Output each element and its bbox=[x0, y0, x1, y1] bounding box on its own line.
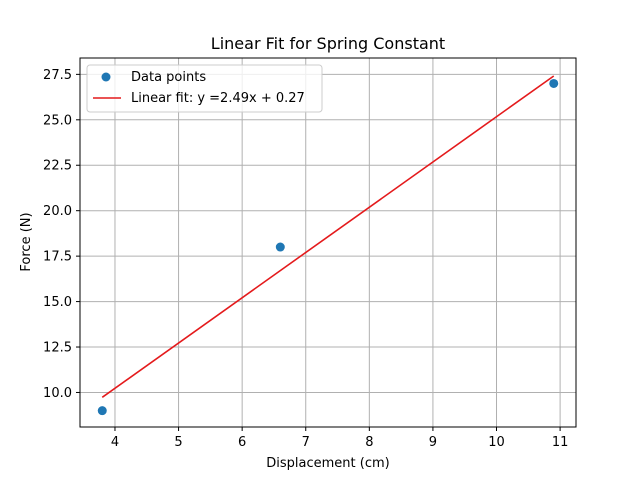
y-tick-label: 22.5 bbox=[43, 159, 72, 174]
x-tick-label: 6 bbox=[238, 435, 246, 450]
y-tick-label: 10.0 bbox=[43, 386, 72, 401]
y-tick-label: 12.5 bbox=[43, 341, 72, 356]
plot-frame bbox=[79, 57, 577, 428]
chart-title: Linear Fit for Spring Constant bbox=[211, 34, 445, 53]
y-tick-label: 20.0 bbox=[43, 204, 72, 219]
y-tick-label: 15.0 bbox=[43, 295, 72, 310]
fit-line-layer bbox=[101, 75, 555, 398]
data-point bbox=[97, 406, 107, 416]
y-tick-label: 17.5 bbox=[43, 250, 72, 265]
grid bbox=[80, 58, 576, 427]
x-tick-label: 8 bbox=[365, 435, 373, 450]
x-tick-label: 5 bbox=[174, 435, 182, 450]
axis-ticks: 4 5 6 7 8 9 10 11 10.0 12.5 15.0 17.5 20.0 22.5 25.0 27… bbox=[43, 68, 568, 450]
y-tick-label: 25.0 bbox=[43, 113, 72, 128]
x-tick-label: 4 bbox=[111, 435, 119, 450]
data-points-layer bbox=[97, 78, 559, 416]
legend-label-data-points: Data points bbox=[131, 70, 206, 85]
y-axis-label: Force (N) bbox=[19, 212, 34, 271]
x-tick-label: 9 bbox=[429, 435, 437, 450]
data-point bbox=[549, 78, 559, 88]
x-tick-label: 11 bbox=[552, 435, 569, 450]
fit-line bbox=[101, 75, 555, 398]
x-tick-label: 7 bbox=[302, 435, 310, 450]
legend-box bbox=[86, 64, 323, 113]
legend: Data points Linear fit: y =2.49x + 0.27 bbox=[86, 64, 323, 113]
x-axis-label: Displacement (cm) bbox=[266, 456, 389, 471]
data-point bbox=[275, 242, 285, 252]
y-tick-label: 27.5 bbox=[43, 68, 72, 83]
legend-scatter-marker bbox=[101, 72, 111, 82]
x-tick-label: 10 bbox=[488, 435, 505, 450]
legend-label-linear-fit: Linear fit: y =2.49x + 0.27 bbox=[131, 91, 305, 106]
